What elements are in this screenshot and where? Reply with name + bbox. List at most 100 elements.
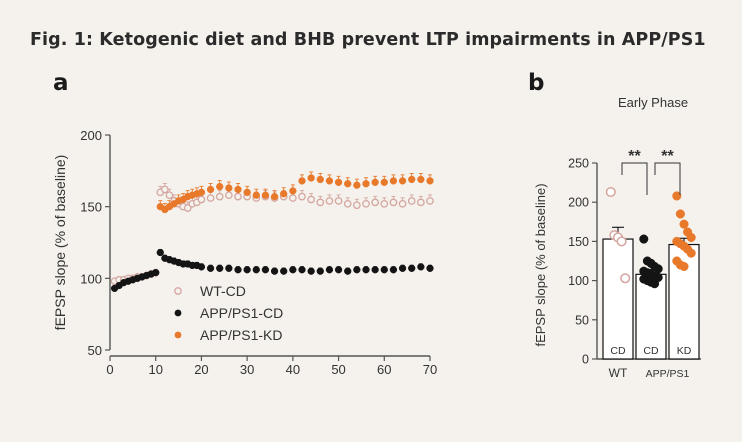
bar [602, 238, 634, 360]
data-point [197, 195, 206, 204]
y-tick-label: 150 [568, 235, 589, 249]
data-point [325, 177, 334, 185]
data-point [371, 266, 379, 274]
data-point [380, 178, 388, 186]
y-axis-label: fEPSP slope (% of baseline) [533, 183, 548, 346]
data-point [389, 177, 398, 185]
data-point [389, 198, 398, 207]
data-point [605, 186, 616, 198]
legend-label: APP/PS1-CD [200, 305, 283, 321]
data-point [165, 191, 174, 200]
data-point [289, 266, 297, 274]
data-point [353, 181, 361, 189]
data-point [307, 174, 315, 182]
group-label: WT [609, 366, 628, 380]
data-point [161, 185, 169, 194]
data-point [298, 266, 306, 274]
data-point [380, 266, 388, 274]
data-point [408, 264, 416, 272]
data-point [289, 194, 297, 202]
x-tick-label: 30 [240, 362, 254, 377]
x-tick-label: 40 [286, 362, 300, 377]
data-point [197, 188, 206, 196]
data-point [362, 266, 370, 274]
data-point [206, 194, 215, 202]
data-point [298, 192, 306, 201]
data-point [206, 264, 215, 272]
data-point [417, 175, 425, 184]
bar-category-label: KD [677, 345, 692, 357]
data-point [234, 192, 242, 201]
data-point [675, 209, 685, 219]
data-point [234, 185, 242, 194]
legend-label: APP/PS1-KD [200, 327, 282, 343]
data-point [344, 267, 352, 275]
data-point [152, 268, 160, 277]
data-point [353, 201, 361, 210]
data-point [316, 175, 324, 184]
data-point [417, 198, 425, 207]
data-point [362, 180, 370, 188]
x-tick-label: 20 [194, 362, 208, 377]
data-point [343, 199, 352, 208]
data-point [307, 267, 315, 275]
data-point [389, 266, 398, 274]
data-point [672, 191, 682, 201]
panel-b-letter: b [528, 70, 545, 96]
x-tick-label: 70 [423, 362, 437, 377]
data-point [289, 187, 297, 195]
data-point [206, 185, 215, 194]
data-point [156, 248, 164, 257]
significance-bracket [621, 162, 648, 195]
data-point [215, 192, 224, 201]
data-point [426, 264, 434, 272]
data-point [197, 263, 206, 271]
y-tick-label: 100 [568, 274, 589, 288]
data-point [325, 197, 334, 205]
y-tick-label: 100 [80, 271, 102, 286]
data-point [280, 267, 288, 275]
data-point [679, 261, 689, 272]
legend-marker [174, 331, 182, 339]
y-tick-label: 50 [575, 313, 589, 327]
x-tick-label: 50 [331, 362, 345, 377]
data-point [325, 266, 334, 274]
data-point [380, 199, 389, 208]
data-point [243, 188, 251, 196]
data-point [398, 177, 407, 185]
data-point [216, 182, 224, 191]
legend-marker [174, 287, 182, 295]
y-tick-label: 0 [582, 353, 589, 367]
panel-a-letter: a [53, 70, 69, 96]
chart-b-title: Early Phase [618, 95, 688, 110]
data-point [261, 266, 270, 274]
x-tick-label: 60 [377, 362, 391, 377]
legend-marker [174, 309, 182, 317]
data-point [398, 199, 407, 208]
data-point [344, 180, 352, 188]
data-point [234, 266, 242, 274]
data-point [225, 264, 233, 272]
data-point [620, 273, 631, 284]
data-point [334, 266, 343, 274]
data-point [398, 264, 407, 272]
data-point [225, 191, 233, 200]
data-point [686, 248, 696, 258]
data-point [316, 198, 325, 207]
data-point [417, 263, 425, 271]
data-point [371, 178, 379, 186]
legend-label: WT-CD [200, 283, 246, 299]
y-tick-label: 250 [568, 157, 589, 171]
y-tick-label: 200 [568, 196, 589, 210]
figure-title: Fig. 1: Ketogenic diet and BHB prevent L… [30, 30, 706, 50]
bar-category-label: CD [643, 345, 659, 357]
data-point [362, 199, 370, 208]
x-tick-label: 10 [148, 362, 162, 377]
data-point [407, 197, 416, 205]
significance-label: ** [628, 148, 641, 165]
significance-label: ** [661, 148, 674, 165]
data-point [616, 236, 627, 247]
